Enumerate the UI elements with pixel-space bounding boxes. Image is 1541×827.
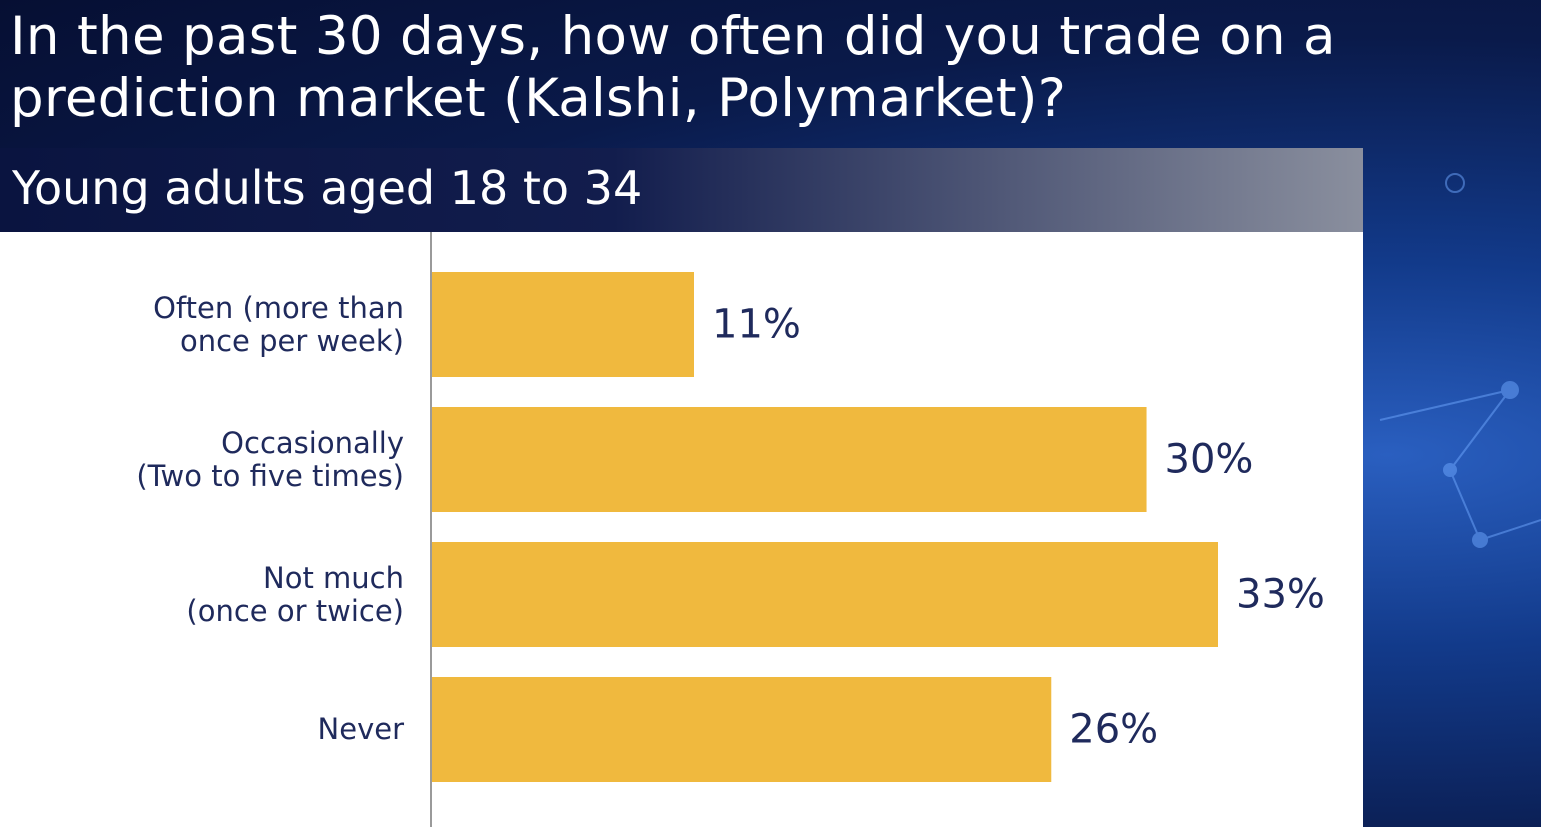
- title: In the past 30 days, how often did you t…: [10, 6, 1336, 129]
- chart-panel: 11% 30% 33% 26% Often (more than once per w…: [0, 232, 1363, 827]
- value-label: 33%: [1236, 572, 1325, 618]
- category-label: Not much (once or twice): [186, 560, 404, 628]
- category-label: Often (more than once per week): [153, 290, 404, 358]
- bar: [432, 272, 694, 377]
- bar: [432, 677, 1052, 782]
- value-label: 30%: [1165, 437, 1254, 483]
- category-label: Occasionally (Two to five times): [136, 425, 404, 493]
- bar: [432, 407, 1147, 512]
- chart: 11% 30% 33% 26%: [430, 232, 1325, 827]
- value-label: 11%: [712, 302, 801, 348]
- subtitle: Young adults aged 18 to 34: [12, 161, 643, 215]
- value-label: 26%: [1069, 707, 1158, 753]
- category-label: Never: [317, 712, 404, 746]
- bar: [432, 542, 1218, 647]
- subtitle-band: [0, 148, 1363, 232]
